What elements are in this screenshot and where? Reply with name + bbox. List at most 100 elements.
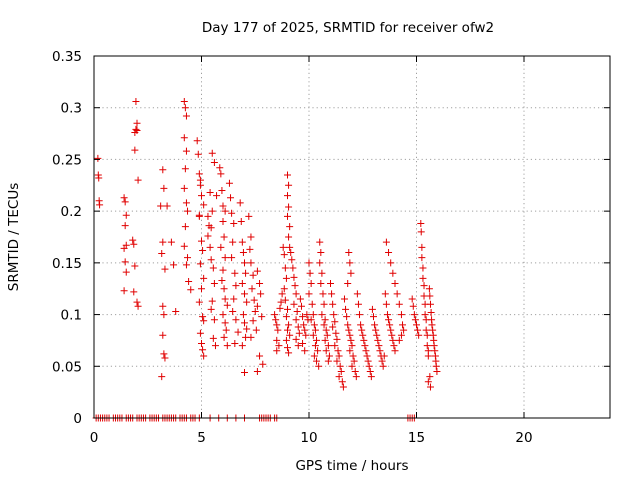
data-point — [414, 326, 422, 334]
data-point — [209, 264, 217, 272]
data-point — [359, 331, 367, 339]
data-point — [424, 352, 432, 360]
data-point — [385, 316, 393, 324]
x-axis-label: GPS time / hours — [295, 458, 408, 474]
data-point — [219, 266, 227, 274]
data-point — [391, 347, 399, 355]
data-point — [250, 296, 258, 304]
data-point — [426, 300, 434, 308]
data-point — [182, 112, 190, 120]
data-point — [317, 249, 325, 257]
data-point — [200, 274, 208, 282]
data-point — [327, 280, 334, 288]
data-point — [132, 98, 140, 106]
data-point — [219, 217, 227, 225]
data-point — [361, 342, 369, 350]
data-point — [372, 326, 380, 334]
data-point — [431, 347, 439, 355]
data-point — [397, 331, 405, 339]
data-point — [424, 378, 432, 386]
data-point — [331, 342, 339, 350]
data-point — [160, 350, 168, 358]
data-point — [199, 246, 207, 254]
data-point — [428, 321, 436, 329]
data-point — [273, 336, 281, 344]
data-point — [291, 282, 299, 290]
data-point — [230, 295, 238, 303]
data-point — [207, 305, 215, 313]
data-point — [378, 357, 386, 365]
data-point — [206, 189, 214, 197]
data-point — [195, 170, 203, 178]
data-point — [159, 302, 167, 310]
data-point — [167, 238, 175, 246]
data-point — [239, 249, 247, 257]
x-tick-label: 5 — [197, 430, 206, 446]
data-point — [217, 170, 225, 178]
data-point — [357, 321, 365, 329]
data-point — [296, 295, 304, 303]
data-point — [239, 311, 247, 319]
data-point — [292, 290, 300, 298]
data-point — [157, 202, 165, 210]
data-point — [208, 149, 216, 157]
data-point — [161, 354, 169, 362]
data-point — [333, 357, 341, 365]
y-tick-label: 0.25 — [52, 152, 82, 168]
data-point — [376, 347, 384, 355]
data-point — [317, 280, 325, 288]
data-point — [338, 378, 346, 386]
data-point — [180, 242, 188, 250]
data-point — [421, 311, 429, 319]
data-point — [362, 347, 370, 355]
data-point — [415, 331, 423, 339]
data-point — [199, 346, 207, 354]
x-tick-labels: 0 5 10 15 20 — [90, 430, 533, 446]
y-tick-label: 0 — [73, 411, 82, 427]
data-point — [427, 309, 435, 317]
data-point — [400, 326, 408, 334]
data-point — [286, 331, 294, 339]
data-point — [259, 360, 267, 368]
data-point — [308, 300, 316, 308]
data-point — [120, 194, 128, 202]
data-point — [301, 326, 309, 334]
data-point — [368, 305, 376, 313]
data-point — [241, 290, 248, 298]
data-point — [353, 290, 361, 298]
data-point — [180, 134, 188, 142]
data-point — [199, 313, 207, 321]
data-point — [228, 209, 236, 217]
data-point — [218, 186, 226, 194]
data-point — [352, 373, 360, 381]
data-point — [290, 300, 298, 308]
data-point — [360, 336, 368, 344]
data-point — [236, 199, 244, 207]
data-point — [380, 352, 388, 360]
data-point — [315, 362, 323, 370]
data-point — [381, 290, 389, 298]
data-point — [257, 290, 265, 298]
data-point — [246, 245, 254, 253]
data-point — [223, 301, 231, 309]
data-point — [426, 373, 434, 381]
data-point — [313, 336, 321, 344]
data-point — [309, 331, 317, 339]
data-point — [349, 352, 357, 360]
data-point — [316, 259, 324, 267]
data-point — [387, 259, 395, 267]
data-point — [195, 298, 203, 306]
data-point — [379, 362, 387, 370]
data-point — [314, 347, 322, 355]
data-point — [184, 254, 192, 262]
data-point — [258, 313, 266, 321]
data-point — [276, 304, 284, 312]
y-tick-label: 0.1 — [61, 308, 82, 324]
data-point — [229, 307, 237, 315]
data-point — [300, 321, 308, 329]
data-point — [334, 347, 342, 355]
data-point — [95, 174, 103, 182]
data-point — [344, 280, 352, 288]
data-point — [273, 321, 281, 329]
data-point — [323, 331, 331, 339]
